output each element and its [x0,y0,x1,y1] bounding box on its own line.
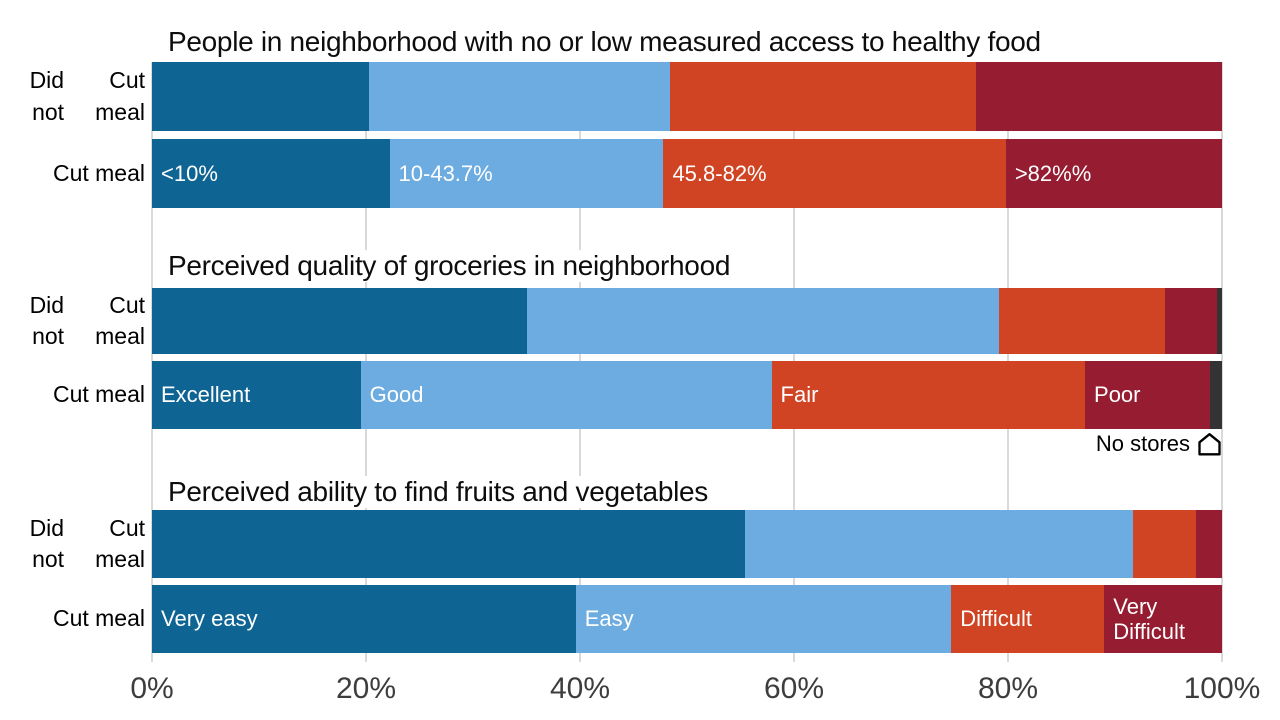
bar-segment-10-43-7- [369,62,670,131]
bar-segment--82- [975,62,1222,131]
x-axis-tick: 60% [763,672,825,705]
bar-segment-very-easy [152,510,745,578]
row-label: Did not Cut meal [29,67,145,125]
gridline [1221,62,1223,662]
segment-label: Very easy [161,606,258,632]
bar-row: Very easy Easy Difficult Very Difficult [152,585,1222,653]
bar-row [152,288,1222,354]
bar-segment-good: Good [360,361,772,429]
house-icon [1198,432,1221,456]
bar-segment-easy [744,510,1134,578]
bar-segment-45-8-82-: 45.8-82% [663,139,1006,208]
segment-label: 45.8-82% [672,160,767,186]
segment-label: >82%% [1014,160,1092,186]
row-label: Did not Cut meal [29,291,145,349]
bar-segment-no-stores [1210,361,1222,429]
no-stores-label: No stores [1095,431,1190,456]
bar-row: Excellent Good Fair Poor [152,361,1222,429]
chart-title-access: People in neighborhood with no or low me… [168,26,1041,58]
bar-row [152,510,1222,578]
x-axis-tick: 20% [335,672,397,705]
bar-segment-good [526,288,1000,354]
segment-label: Very Difficult [1113,593,1186,644]
x-axis-tick: 40% [549,672,611,705]
chart-title-quality: Perceived quality of groceries in neighb… [168,250,731,282]
row-label: Did not Cut meal [29,514,145,572]
bar-segment-very-difficult: Very Difficult [1104,585,1222,653]
bar-segment-very-difficult [1196,510,1222,578]
no-stores-annotation: No stores [1096,431,1222,457]
segment-label: Easy [584,606,634,632]
bar-segment-fair [999,288,1166,354]
bar-segment-excellent: Excellent [152,361,361,429]
bar-segment-no-stores [1216,288,1222,354]
bar-row: <10% 10-43.7% 45.8-82% >82%% [152,139,1222,208]
segment-label: Poor [1094,382,1141,408]
segment-label: Difficult [960,606,1033,632]
segment-label: Fair [780,382,819,408]
row-label: Cut meal [52,605,145,632]
bar-segment--10-: <10% [152,139,390,208]
segment-label: Good [369,382,424,408]
chart-title-ability: Perceived ability to find fruits and veg… [168,476,708,508]
bar-segment-poor [1165,288,1217,354]
segment-label: 10-43.7% [398,160,493,186]
x-axis-tick: 100% [1183,672,1261,705]
x-axis-tick: 80% [977,672,1039,705]
bar-segment-poor: Poor [1085,361,1211,429]
segment-label: Excellent [161,382,251,408]
bar-segment-easy: Easy [575,585,952,653]
bar-segment-excellent [152,288,527,354]
bar-segment-10-43-7-: 10-43.7% [389,139,664,208]
segment-label: <10% [161,160,218,186]
bar-segment--10- [152,62,370,131]
x-axis-tick: 0% [130,672,174,705]
bar-segment-difficult: Difficult [951,585,1105,653]
bar-segment-very-easy: Very easy [152,585,576,653]
row-label: Cut meal [52,159,145,186]
bar-segment--82-: >82%% [1005,139,1222,208]
bar-segment-45-8-82- [669,62,976,131]
bar-row [152,62,1222,131]
bar-segment-difficult [1133,510,1197,578]
bar-segment-fair: Fair [771,361,1086,429]
row-label: Cut meal [52,381,145,408]
